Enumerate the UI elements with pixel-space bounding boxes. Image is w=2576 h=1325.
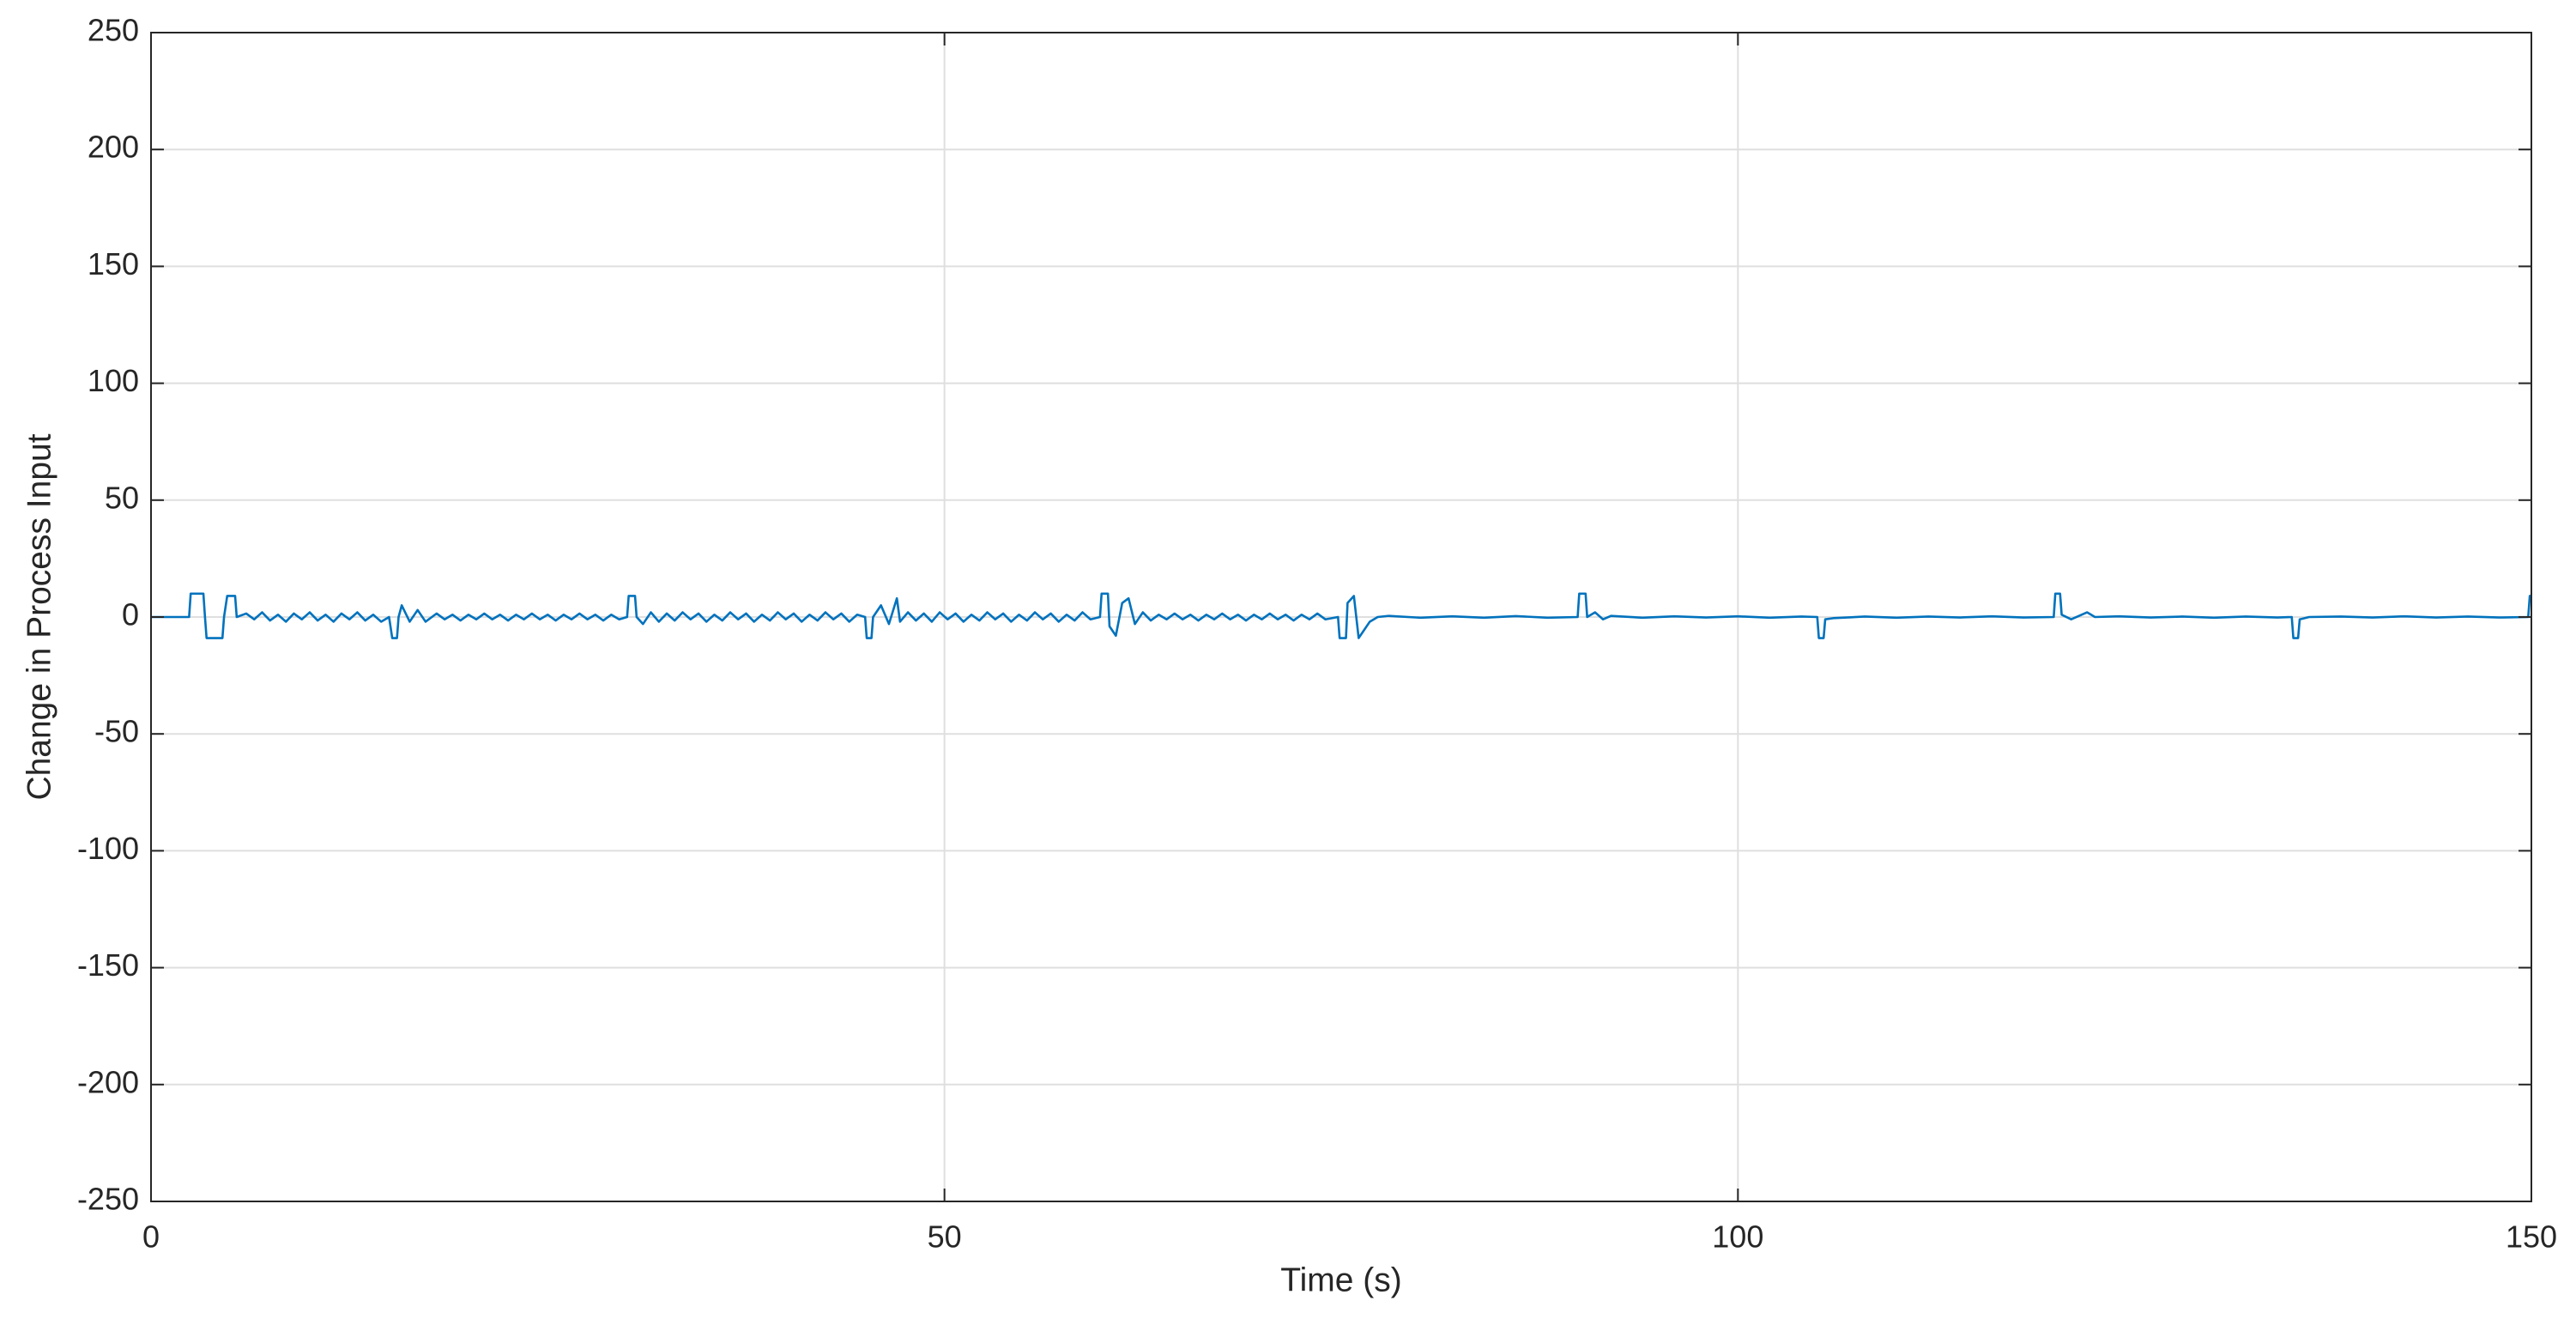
y-tick-label: -200 [77,1064,139,1099]
y-tick-label: 150 [88,246,139,281]
y-tick-label: -150 [77,947,139,983]
x-tick-label: 100 [1712,1219,1763,1255]
x-tick-label: 150 [2506,1219,2557,1255]
y-tick-label: 200 [88,130,139,165]
x-axis-label: Time (s) [1280,1261,1402,1298]
data-line [151,592,2531,639]
y-tick-label: 50 [105,480,139,515]
x-tick-label: 50 [928,1219,962,1255]
y-tick-label: 0 [122,597,139,632]
y-tick-label: -250 [77,1182,139,1217]
y-axis-label: Change in Process Input [21,433,57,800]
y-tick-label: 250 [88,13,139,48]
x-tick-label: 0 [142,1219,160,1255]
y-tick-label: -50 [94,714,139,749]
y-tick-label: 100 [88,363,139,398]
axes-box [150,32,2532,1202]
axes: -250 -200 -150 -100 -50 0 50 100 150 200 250 0 50 100… [77,13,2557,1255]
plot-area [151,592,2531,639]
y-tick-label: -100 [77,831,139,866]
